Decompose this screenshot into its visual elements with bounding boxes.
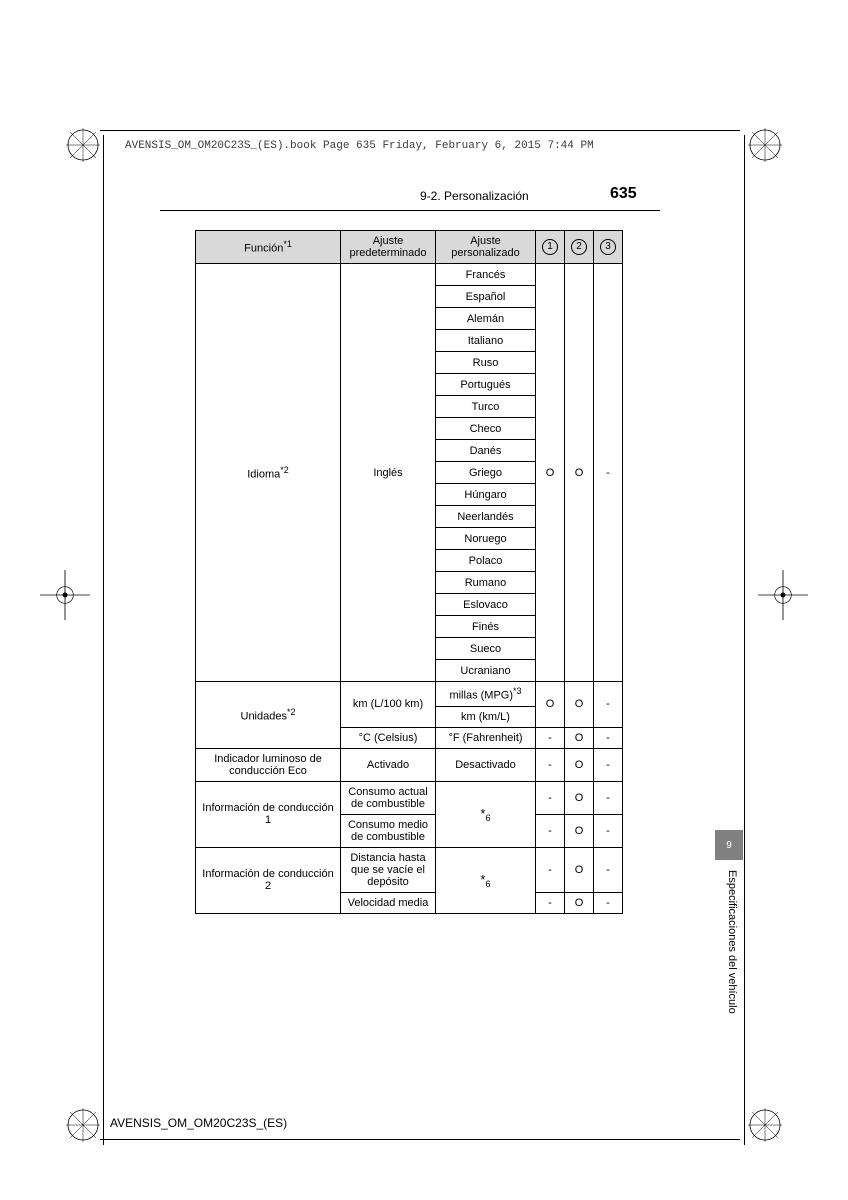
reg-target-icon bbox=[40, 570, 90, 620]
table-row: Idioma*2InglésFrancésOO- bbox=[196, 264, 623, 286]
section-label: 9-2. Personalización bbox=[420, 189, 529, 203]
header-default: Ajuste predeterminado bbox=[341, 231, 436, 264]
crop-line bbox=[744, 135, 745, 1145]
header-custom: Ajuste personalizado bbox=[436, 231, 536, 264]
crop-line bbox=[100, 1139, 740, 1140]
crop-mark-icon bbox=[58, 1100, 108, 1150]
header-func: Función*1 bbox=[196, 231, 341, 264]
table-row: Información de conducción 1Consumo actua… bbox=[196, 781, 623, 814]
crop-line bbox=[103, 135, 104, 1145]
book-header: AVENSIS_OM_OM20C23S_(ES).book Page 635 F… bbox=[125, 140, 594, 152]
crop-mark-icon bbox=[740, 120, 790, 170]
table-header-row: Función*1 Ajuste predeterminado Ajuste p… bbox=[196, 231, 623, 264]
footer-doc-id: AVENSIS_OM_OM20C23S_(ES) bbox=[110, 1116, 287, 1130]
table-row: Indicador luminoso de con­ducción EcoAct… bbox=[196, 748, 623, 781]
reg-target-icon bbox=[758, 570, 808, 620]
header-col2: 2 bbox=[565, 231, 594, 264]
page-number: 635 bbox=[610, 185, 637, 203]
table-row: Unidades*2km (L/100 km)millas (MPG)*3OO- bbox=[196, 682, 623, 707]
header-col1: 1 bbox=[536, 231, 565, 264]
header-rule bbox=[160, 210, 660, 211]
header-col3: 3 bbox=[594, 231, 623, 264]
chapter-label: Especificaciones del vehículo bbox=[726, 870, 738, 1014]
crop-mark-icon bbox=[740, 1100, 790, 1150]
chapter-tab: 9 bbox=[715, 830, 743, 860]
customization-table: Función*1 Ajuste predeterminado Ajuste p… bbox=[195, 230, 623, 914]
table-row: Información de conducción 2Distancia has… bbox=[196, 847, 623, 892]
